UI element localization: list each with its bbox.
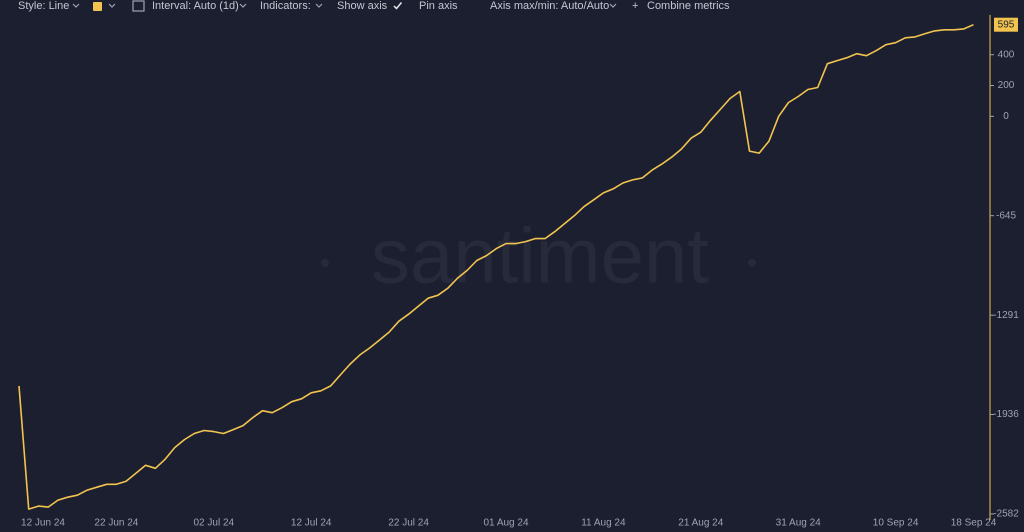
x-tick-label: 21 Aug 24	[678, 518, 723, 529]
calendar-icon	[132, 0, 145, 12]
x-tick-label: 12 Jun 24	[21, 518, 65, 529]
interval-button[interactable]: Interval: Auto (1d)	[152, 0, 239, 12]
y-tick-label: -2582	[993, 509, 1019, 520]
x-tick-label: 18 Sep 24	[951, 518, 997, 529]
show-axis-toggle[interactable]: Show axis	[337, 0, 388, 12]
y-tick-label: 0	[1003, 111, 1009, 122]
last-value-badge	[994, 17, 1018, 32]
y-tick-label: -645	[996, 210, 1016, 221]
indicators-button[interactable]: Indicators:	[260, 0, 311, 12]
style-button[interactable]: Style: Line	[18, 0, 69, 12]
series-line	[18, 23, 974, 510]
chevron	[108, 3, 116, 8]
combine-metrics-button[interactable]: Combine metrics	[647, 0, 730, 12]
chevron	[239, 3, 247, 8]
y-tick-label: 200	[998, 80, 1015, 91]
chevron	[315, 3, 323, 8]
watermark: santiment	[371, 212, 709, 300]
combine-plus[interactable]: +	[632, 0, 638, 12]
x-tick-label: 02 Jul 24	[194, 518, 235, 529]
x-tick-label: 22 Jun 24	[94, 518, 138, 529]
x-tick-label: 01 Aug 24	[483, 518, 528, 529]
chevron	[609, 3, 617, 8]
pin-axis-toggle[interactable]: Pin axis	[419, 0, 458, 12]
x-tick-label: 22 Jul 24	[388, 518, 429, 529]
watermark-dot	[321, 259, 329, 267]
x-tick-label: 11 Aug 24	[581, 518, 626, 529]
watermark-dot	[748, 259, 756, 267]
toolbar: Style: Line Interval: Auto (1d) Indicato…	[18, 0, 730, 12]
x-tick-label: 10 Sep 24	[873, 518, 919, 529]
x-tick-label: 31 Aug 24	[776, 518, 821, 529]
y-tick-label: -1936	[993, 409, 1019, 420]
y-tick-label: 400	[998, 49, 1015, 60]
last-value-label: 595	[998, 19, 1015, 30]
color-swatch[interactable]	[93, 2, 102, 11]
chevron	[72, 3, 80, 8]
axis-range-button[interactable]: Axis max/min: Auto/Auto	[490, 0, 609, 12]
x-tick-label: 12 Jul 24	[291, 518, 332, 529]
checkmark	[393, 2, 403, 10]
y-tick-label: -1291	[993, 310, 1019, 321]
